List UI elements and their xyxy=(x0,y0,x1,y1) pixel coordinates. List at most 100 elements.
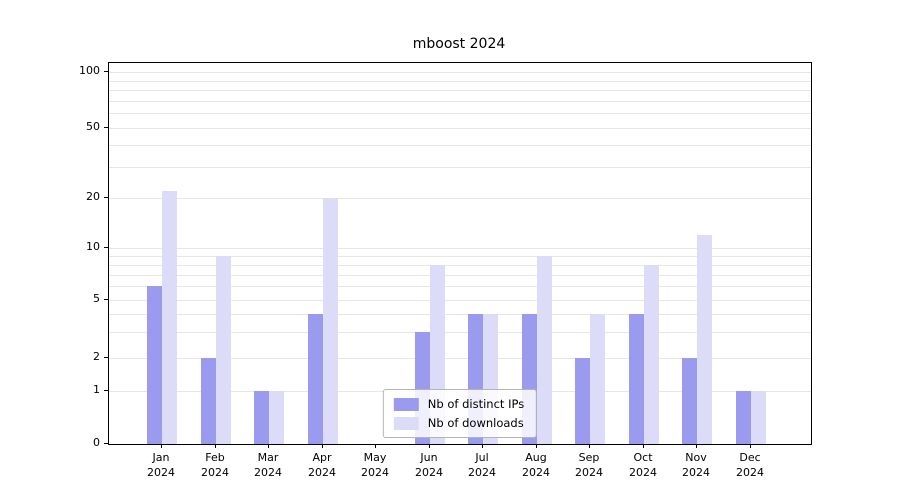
x-tick-mark xyxy=(536,444,537,448)
gridline xyxy=(109,332,811,333)
bar-distinct-ips xyxy=(736,391,751,444)
x-tick-label: Sep 2024 xyxy=(561,450,617,480)
x-tick-mark xyxy=(589,444,590,448)
x-tick-year: 2024 xyxy=(629,466,657,479)
x-tick-month: Mar xyxy=(257,451,279,464)
gridline xyxy=(109,256,811,257)
x-tick-month: May xyxy=(363,451,387,464)
x-tick-year: 2024 xyxy=(468,466,496,479)
x-tick-mark xyxy=(482,444,483,448)
x-tick-month: Aug xyxy=(525,451,547,464)
plot-area: Nb of distinct IPs Nb of downloads xyxy=(108,62,812,445)
x-tick-year: 2024 xyxy=(361,466,389,479)
gridline xyxy=(109,81,811,82)
x-tick-mark xyxy=(750,444,751,448)
x-tick-mark xyxy=(375,444,376,448)
x-tick-label: May 2024 xyxy=(347,450,403,480)
x-tick-label: Oct 2024 xyxy=(615,450,671,480)
y-tick-label: 100 xyxy=(79,64,100,77)
x-tick-label: Nov 2024 xyxy=(668,450,724,480)
y-tick-mark xyxy=(104,390,108,391)
x-tick-mark xyxy=(696,444,697,448)
gridline xyxy=(109,198,811,199)
gridline xyxy=(109,265,811,266)
bar-distinct-ips xyxy=(682,358,697,444)
x-tick-mark xyxy=(268,444,269,448)
x-tick-mark xyxy=(429,444,430,448)
x-tick-month: Dec xyxy=(739,451,761,464)
x-tick-label: Aug 2024 xyxy=(508,450,564,480)
bar-downloads xyxy=(590,314,605,444)
y-tick-mark xyxy=(104,247,108,248)
x-tick-month: Apr xyxy=(312,451,332,464)
y-tick-label: 50 xyxy=(86,120,100,133)
y-tick-label: 1 xyxy=(93,383,100,396)
x-tick-year: 2024 xyxy=(254,466,282,479)
x-tick-month: Feb xyxy=(205,451,225,464)
gridline xyxy=(109,300,811,301)
bar-distinct-ips xyxy=(575,358,590,444)
x-tick-label: Jun 2024 xyxy=(401,450,457,480)
bar-downloads xyxy=(697,235,712,444)
bar-distinct-ips xyxy=(254,391,269,444)
gridline xyxy=(109,145,811,146)
bar-downloads xyxy=(162,191,177,444)
chart-title: mboost 2024 xyxy=(412,36,506,52)
legend-item-distinct-ips: Nb of distinct IPs xyxy=(393,397,525,411)
x-tick-month: Nov xyxy=(685,451,707,464)
bar-downloads xyxy=(216,256,231,444)
x-tick-year: 2024 xyxy=(736,466,764,479)
y-tick-mark xyxy=(104,71,108,72)
y-tick-mark xyxy=(104,357,108,358)
x-tick-mark xyxy=(161,444,162,448)
legend-label-downloads: Nb of downloads xyxy=(427,416,524,430)
gridline xyxy=(109,286,811,287)
gridline xyxy=(109,90,811,91)
y-tick-label: 2 xyxy=(93,350,100,363)
bar-distinct-ips xyxy=(201,358,216,444)
gridline xyxy=(109,113,811,114)
y-tick-label: 5 xyxy=(93,292,100,305)
x-tick-year: 2024 xyxy=(522,466,550,479)
x-tick-month: Jul xyxy=(475,451,489,464)
y-tick-label: 10 xyxy=(86,240,100,253)
x-tick-month: Jun xyxy=(420,451,438,464)
gridline xyxy=(109,248,811,249)
x-tick-label: Mar 2024 xyxy=(240,450,296,480)
x-tick-year: 2024 xyxy=(308,466,336,479)
x-tick-label: Jul 2024 xyxy=(454,450,510,480)
x-tick-year: 2024 xyxy=(575,466,603,479)
gridline xyxy=(109,314,811,315)
x-tick-year: 2024 xyxy=(415,466,443,479)
legend-item-downloads: Nb of downloads xyxy=(393,416,524,430)
gridline xyxy=(109,128,811,129)
gridline xyxy=(109,358,811,359)
legend-label-distinct-ips: Nb of distinct IPs xyxy=(427,397,525,411)
x-tick-mark xyxy=(215,444,216,448)
gridline xyxy=(109,167,811,168)
y-tick-mark xyxy=(104,299,108,300)
x-tick-year: 2024 xyxy=(682,466,710,479)
x-tick-label: Apr 2024 xyxy=(294,450,350,480)
bar-distinct-ips xyxy=(147,286,162,444)
legend-swatch-distinct-ips xyxy=(393,397,419,411)
bar-downloads xyxy=(323,198,338,444)
legend: Nb of distinct IPs Nb of downloads xyxy=(382,389,538,438)
bar-downloads xyxy=(269,391,284,444)
bar-downloads xyxy=(751,391,766,444)
x-tick-year: 2024 xyxy=(201,466,229,479)
y-tick-label: 0 xyxy=(93,436,100,449)
bar-downloads xyxy=(537,256,552,444)
gridline xyxy=(109,275,811,276)
x-tick-month: Oct xyxy=(633,451,653,464)
legend-swatch-downloads xyxy=(393,416,419,430)
y-tick-label: 20 xyxy=(86,190,100,203)
gridline xyxy=(109,72,811,73)
y-tick-mark xyxy=(104,197,108,198)
y-tick-mark xyxy=(104,443,108,444)
x-tick-mark xyxy=(322,444,323,448)
y-tick-mark xyxy=(104,127,108,128)
x-tick-mark xyxy=(643,444,644,448)
x-tick-month: Jan xyxy=(152,451,170,464)
x-tick-year: 2024 xyxy=(147,466,175,479)
